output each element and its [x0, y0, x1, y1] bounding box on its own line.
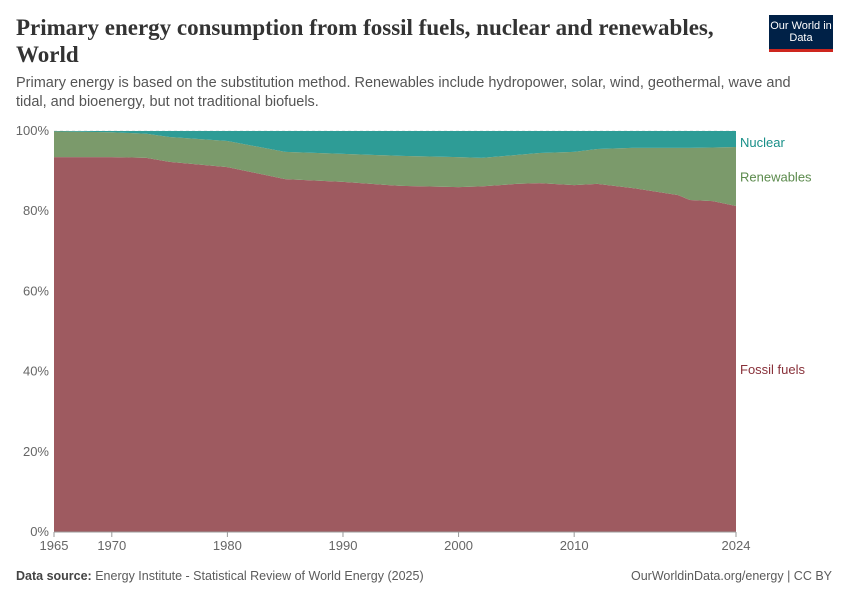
owid-logo[interactable]: Our World in Data	[769, 15, 833, 52]
area-fossil-fuels	[54, 157, 736, 532]
y-tick-label: 100%	[16, 123, 50, 138]
y-tick-label: 40%	[23, 364, 49, 379]
x-tick-label: 2000	[444, 538, 473, 553]
chart-title: Primary energy consumption from fossil f…	[16, 15, 714, 67]
area-renewables	[54, 131, 736, 206]
area-nuclear	[54, 131, 736, 158]
y-tick-label: 20%	[23, 444, 49, 459]
source-label: Data source:	[16, 569, 92, 583]
y-tick-label: 0%	[30, 524, 49, 539]
x-tick-label: 1970	[97, 538, 126, 553]
y-tick-label: 80%	[23, 203, 49, 218]
credit[interactable]: OurWorldinData.org/energy | CC BY	[630, 569, 832, 583]
data-source: Data source: Energy Institute - Statisti…	[16, 569, 424, 583]
x-tick-label: 2024	[722, 538, 751, 553]
x-tick-label: 2010	[560, 538, 589, 553]
series-label: Nuclear	[740, 135, 785, 150]
source-text[interactable]: Energy Institute - Statistical Review of…	[95, 569, 424, 583]
x-tick-label: 1980	[213, 538, 242, 553]
x-tick-label: 1990	[329, 538, 358, 553]
series-label: Renewables	[740, 170, 812, 185]
chart-subtitle: Primary energy is based on the substitut…	[16, 75, 791, 110]
x-tick-label: 1965	[40, 538, 69, 553]
series-label: Fossil fuels	[740, 362, 806, 377]
y-tick-label: 60%	[23, 283, 49, 298]
